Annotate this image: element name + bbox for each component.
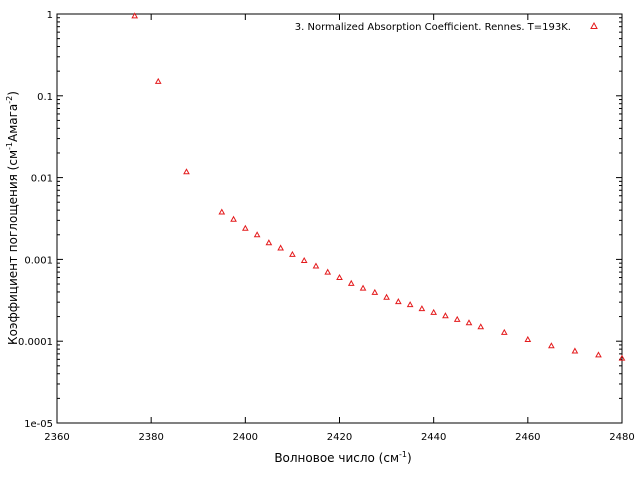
x-tick-label: 2400 xyxy=(233,432,258,443)
data-point xyxy=(548,342,555,349)
data-point xyxy=(595,351,602,358)
data-point xyxy=(253,231,261,238)
data-point xyxy=(359,284,367,291)
data-point xyxy=(300,256,308,263)
y-tick-label: 1 xyxy=(47,10,53,21)
data-point xyxy=(453,315,461,322)
data-point xyxy=(289,250,296,257)
data-point xyxy=(418,305,426,312)
data-point xyxy=(154,77,162,84)
x-tick-label: 2440 xyxy=(421,432,446,443)
data-point xyxy=(477,323,485,330)
data-point xyxy=(430,308,438,315)
legend-label: 3. Normalized Absorption Coefficient. Re… xyxy=(295,22,571,33)
data-point xyxy=(312,262,320,269)
data-point xyxy=(442,312,449,319)
x-tick-label: 2380 xyxy=(138,432,163,443)
y-axis: 1e-05 0.0001 0.001 0.01 0.1 1 xyxy=(18,10,622,430)
data-point xyxy=(371,288,379,295)
legend-marker xyxy=(590,21,598,29)
y-tick-label: 0.01 xyxy=(31,174,53,185)
x-tick-label: 2480 xyxy=(609,432,634,443)
data-point xyxy=(265,239,273,246)
data-point xyxy=(324,268,332,275)
x-tick-label: 2460 xyxy=(515,432,540,443)
data-point xyxy=(406,301,414,308)
data-point xyxy=(383,293,390,300)
y-tick-label: 0.0001 xyxy=(18,337,53,348)
x-tick-label: 2360 xyxy=(44,432,69,443)
x-axis: 2360 2380 2400 2420 2440 2460 2480 xyxy=(44,14,635,443)
data-point xyxy=(277,244,284,251)
data-point xyxy=(347,279,355,286)
legend: 3. Normalized Absorption Coefficient. Re… xyxy=(295,21,598,33)
data-point xyxy=(230,215,237,222)
y-tick-label: 1e-05 xyxy=(24,419,53,430)
data-point xyxy=(395,298,402,305)
plot-frame xyxy=(56,13,623,424)
y-axis-title: Коэффициент поглощения (см-1Амага-2) xyxy=(5,91,20,345)
data-point xyxy=(465,319,473,326)
data-points xyxy=(131,12,626,361)
data-point xyxy=(131,12,139,19)
x-tick-label: 2420 xyxy=(327,432,352,443)
y-tick-label: 0.1 xyxy=(37,92,53,103)
data-point xyxy=(571,347,579,354)
data-point xyxy=(218,208,226,215)
data-point xyxy=(524,335,532,342)
x-axis-title: Волновое число (см-1) xyxy=(274,450,411,465)
data-point xyxy=(336,274,343,281)
data-point xyxy=(183,168,190,175)
y-tick-label: 0.001 xyxy=(24,255,53,266)
data-point xyxy=(241,224,249,231)
data-point xyxy=(500,328,508,335)
data-point xyxy=(618,354,626,361)
